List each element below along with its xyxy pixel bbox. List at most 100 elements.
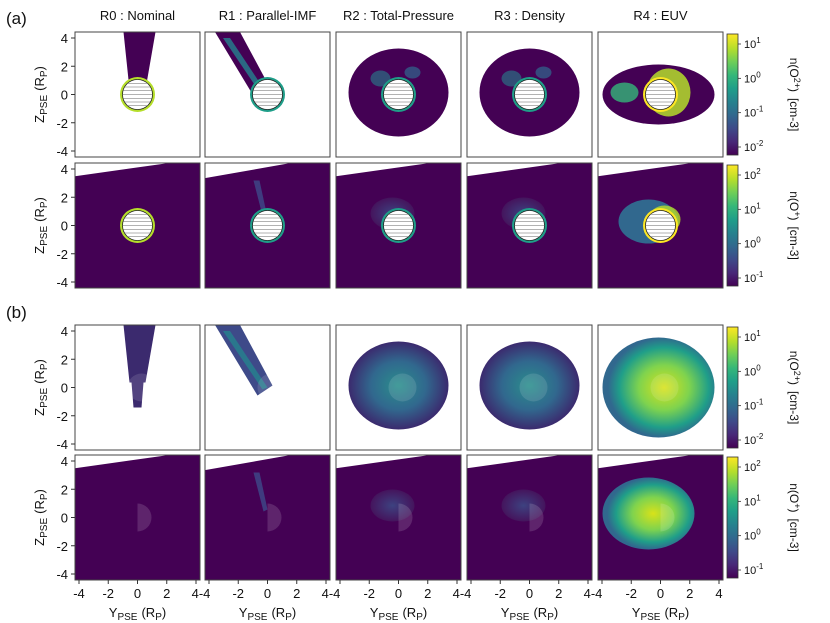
colorbar-label: n(O2+)[cm-3] [787, 351, 802, 425]
y-tick-label: -2 [56, 539, 68, 554]
plume [123, 32, 156, 90]
x-tick-label: 4 [715, 586, 722, 601]
ion-cloud [602, 337, 715, 438]
colorbars: 101 100 10-1 10-2 n(O2+)[cm-3] 102 101 100 10-1 n… [726, 33, 802, 579]
y-tick-label: 2 [61, 482, 68, 497]
map-panel [466, 324, 593, 451]
colorbar-label: n(O+)[cm-3] [787, 483, 802, 552]
y-axis-label: ZPSE(RP) [32, 197, 50, 254]
x-axis: -4 -2 0 2 4-4 YPSE (RP) -2 0 2 4-4 YPSE (RP) -2 0 2 4-4 Y… [73, 586, 722, 623]
colorbar-tick-label: 10-1 [744, 105, 764, 120]
colorbar-tick-label: 10-1 [744, 562, 764, 577]
part-label-b: (b) [6, 303, 27, 322]
panel-frame [597, 162, 724, 289]
x-tick-label: 0 [134, 586, 141, 601]
x-tick-label: 4-4 [322, 586, 341, 601]
map-panel [597, 454, 724, 584]
domain-background [75, 455, 200, 580]
colorbar-label: n(O+)[cm-3] [787, 191, 802, 260]
domain-background [467, 455, 592, 580]
y-axis-label: ZPSE(RP) [32, 66, 50, 123]
y-tick-label: 0 [61, 511, 68, 526]
colorbar-tick-label: 100 [744, 528, 761, 543]
map-panel [204, 324, 331, 451]
colorbar-tick-label: 10-1 [744, 398, 764, 413]
colorbar [726, 33, 739, 156]
x-tick-label: 0 [657, 586, 664, 601]
x-tick-label: 4-4 [453, 586, 472, 601]
map-panel [204, 454, 331, 584]
panel-frame [335, 324, 462, 451]
x-axis-label: YPSE (RP) [109, 605, 166, 623]
x-tick-label: 0 [264, 586, 271, 601]
map-panel: 4 2 0 -2 -4 [56, 162, 201, 290]
colorbar-tick-label: 101 [744, 201, 761, 216]
map-panel [597, 31, 724, 158]
y-tick-label: 4 [61, 162, 68, 177]
colorbar [726, 326, 739, 449]
x-axis-label: YPSE (RP) [239, 605, 296, 623]
colorbar-tick-label: 102 [744, 167, 761, 182]
map-panel [335, 31, 462, 158]
domain-background [205, 455, 330, 580]
map-panel: 4 2 0 -2 -4 [56, 31, 201, 159]
y-tick-label: -4 [56, 275, 68, 290]
y-tick-label: -4 [56, 437, 68, 452]
y-tick-label: 4 [61, 454, 68, 469]
map-panel [597, 324, 724, 451]
colorbar-tick-label: 10-2 [744, 432, 764, 447]
y-tick-label: -2 [56, 409, 68, 424]
colorbar-tick-label: 101 [744, 493, 761, 508]
y-tick-label: 2 [61, 59, 68, 74]
y-tick-label: 0 [61, 219, 68, 234]
domain-background [336, 455, 461, 580]
y-axes: ZPSE(RP) ZPSE(RP) ZPSE(RP) ZPSE(RP) [32, 66, 50, 546]
x-tick-label: -2 [232, 586, 244, 601]
ion-cloud [602, 477, 695, 550]
y-tick-label: 4 [61, 324, 68, 339]
x-tick-label: -2 [363, 586, 375, 601]
y-axis-label: ZPSE(RP) [32, 359, 50, 416]
map-panel [466, 454, 593, 584]
x-tick-label: 2 [424, 586, 431, 601]
y-axis-label: ZPSE(RP) [32, 489, 50, 546]
column-title: R3 : Density [494, 8, 565, 23]
x-tick-label: 4-4 [192, 586, 211, 601]
column-title: R0 : Nominal [100, 8, 175, 23]
panel-frame [204, 162, 331, 289]
column-title: R4 : EUV [633, 8, 688, 23]
colorbar-tick-label: 10-1 [744, 270, 764, 285]
panel-grid: 4 2 0 -2 -4 4 2 0 -2 -4 4 2 0 -2 -4 4 2 0 -2 -4 [56, 31, 724, 584]
x-tick-label: 2 [163, 586, 170, 601]
map-panel [335, 162, 462, 289]
panel-frame [335, 162, 462, 289]
y-tick-label: 0 [61, 381, 68, 396]
panel-frame [204, 324, 331, 451]
x-axis-label: YPSE (RP) [370, 605, 427, 623]
colorbar-tick-label: 100 [744, 70, 761, 85]
map-panel [466, 31, 593, 158]
colorbar-tick-label: 100 [744, 363, 761, 378]
map-panel [597, 162, 724, 289]
map-panel [335, 454, 462, 584]
x-tick-label: 2 [555, 586, 562, 601]
x-tick-label: 0 [526, 586, 533, 601]
ion-cloud [479, 341, 580, 430]
map-panel [335, 324, 462, 451]
colorbar-tick-label: 10-2 [744, 139, 764, 154]
x-tick-label: 2 [293, 586, 300, 601]
y-tick-label: 0 [61, 88, 68, 103]
plume [123, 325, 156, 383]
colorbar-tick-label: 100 [744, 236, 761, 251]
y-tick-label: -4 [56, 567, 68, 582]
panel-frame [204, 31, 331, 158]
y-tick-label: -2 [56, 247, 68, 262]
colorbar [726, 456, 739, 579]
panel-frame [466, 31, 593, 158]
map-panel: 4 2 0 -2 -4 [56, 454, 201, 584]
colorbar-tick-label: 101 [744, 36, 761, 51]
y-tick-label: 4 [61, 31, 68, 46]
ion-cloud [348, 341, 449, 430]
map-panel [204, 162, 331, 289]
